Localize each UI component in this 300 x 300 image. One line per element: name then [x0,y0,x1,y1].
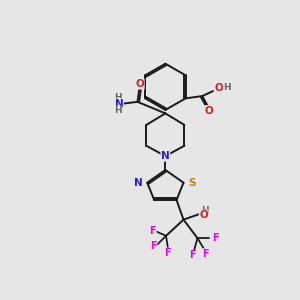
Text: F: F [150,241,157,251]
Text: H: H [114,106,122,115]
Text: S: S [188,178,196,188]
Text: O: O [135,79,144,89]
Text: F: F [149,226,156,236]
Text: H: H [114,93,122,102]
Text: H: H [201,206,209,215]
Text: F: F [212,233,218,243]
Text: O: O [205,106,214,116]
Text: N: N [115,99,123,109]
Text: H: H [223,83,231,92]
Text: F: F [165,248,171,258]
Text: N: N [134,178,142,188]
Text: O: O [214,83,223,93]
Text: F: F [202,249,209,259]
Text: F: F [190,250,196,260]
Text: N: N [161,151,170,161]
Text: O: O [200,210,208,220]
